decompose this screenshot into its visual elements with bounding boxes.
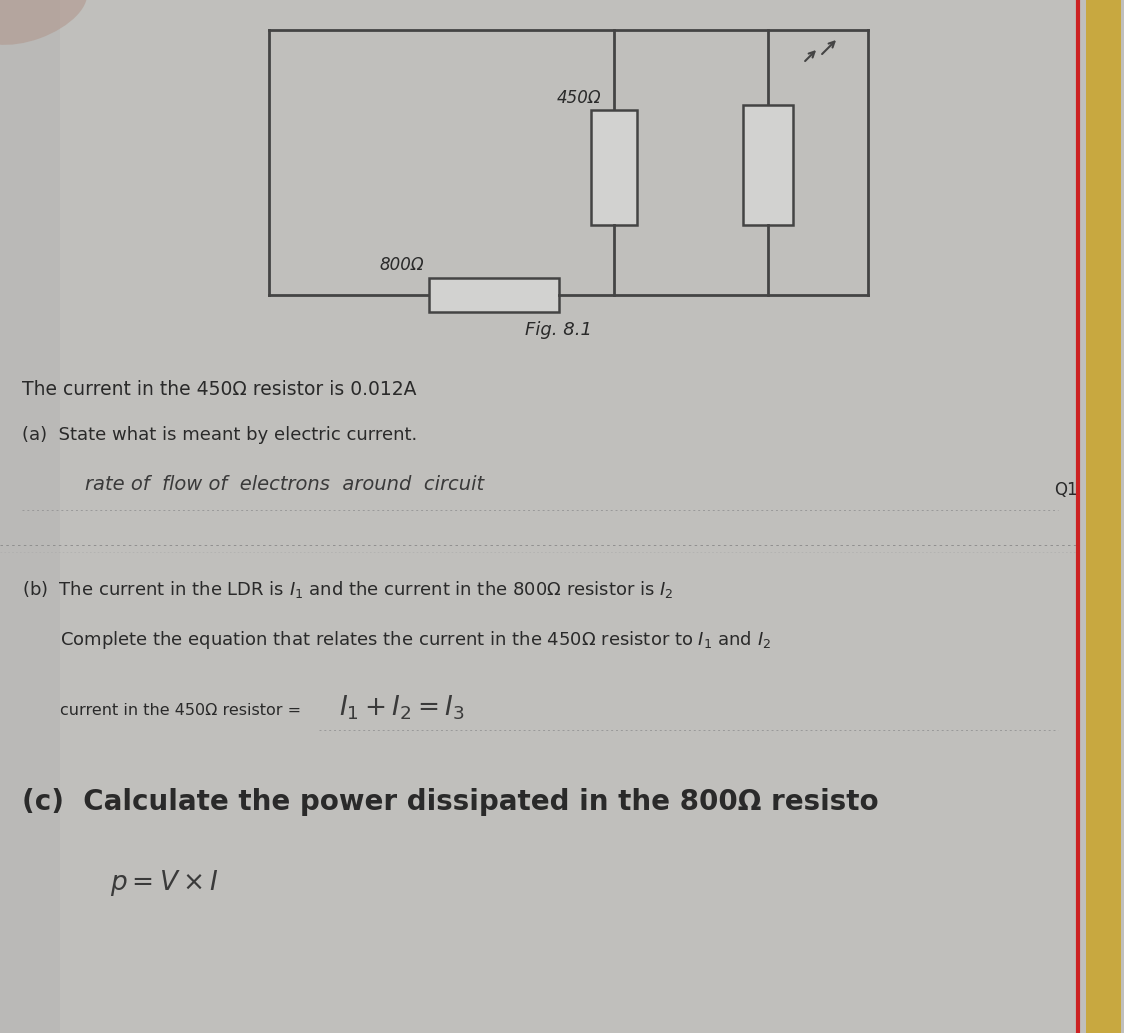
Ellipse shape bbox=[0, 0, 87, 44]
Bar bbox=[743, 105, 794, 225]
Text: Fig. 8.1: Fig. 8.1 bbox=[525, 321, 592, 339]
Bar bbox=[1086, 0, 1122, 1033]
Text: 800Ω: 800Ω bbox=[379, 256, 424, 274]
Text: current in the 450Ω resistor =: current in the 450Ω resistor = bbox=[60, 703, 301, 718]
Text: $\mathit{I}_1 + \mathit{I}_2 = \mathit{I}_3$: $\mathit{I}_1 + \mathit{I}_2 = \mathit{I… bbox=[339, 693, 464, 721]
Text: (b)  The current in the LDR is $I_1$ and the current in the 800Ω resistor is $I_: (b) The current in the LDR is $I_1$ and … bbox=[22, 580, 673, 600]
Text: Complete the equation that relates the current in the 450Ω resistor to $I_1$ and: Complete the equation that relates the c… bbox=[60, 629, 771, 651]
Text: (c)  Calculate the power dissipated in the 800Ω resisto: (c) Calculate the power dissipated in th… bbox=[22, 788, 879, 816]
Bar bbox=[0, 0, 60, 1033]
Text: $p = V \times I$: $p = V \times I$ bbox=[110, 868, 218, 898]
Bar bbox=[429, 278, 559, 312]
Text: 450Ω: 450Ω bbox=[556, 89, 601, 107]
Text: The current in the 450Ω resistor is 0.012A: The current in the 450Ω resistor is 0.01… bbox=[22, 380, 417, 399]
Text: (a)  State what is meant by electric current.: (a) State what is meant by electric curr… bbox=[22, 426, 417, 444]
Text: Q1: Q1 bbox=[1053, 481, 1078, 499]
Text: rate of  flow of  electrons  around  circuit: rate of flow of electrons around circuit bbox=[84, 475, 484, 494]
Bar bbox=[590, 109, 636, 225]
